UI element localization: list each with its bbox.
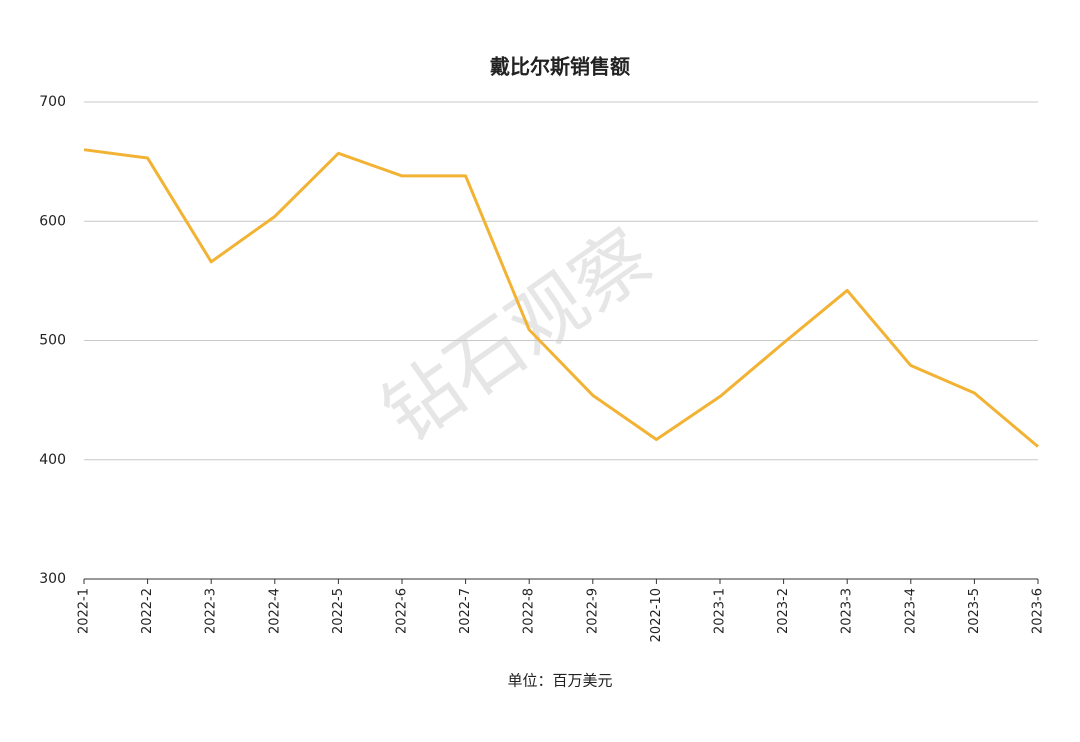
x-tick-label: 2022-9	[585, 588, 600, 634]
y-tick-label: 600	[39, 213, 66, 229]
x-tick-label: 2022-6	[395, 588, 410, 634]
x-tick-label: 2022-7	[458, 588, 473, 634]
y-tick-label: 300	[39, 571, 66, 587]
y-tick-label: 500	[39, 333, 66, 349]
x-tick-label: 2022-10	[649, 588, 664, 642]
x-tick-label: 2023-2	[776, 588, 791, 634]
x-tick-label: 2022-1	[77, 588, 92, 634]
x-tick-label: 2022-8	[522, 588, 537, 634]
x-axis-label: 单位：百万美元	[507, 672, 612, 690]
line-series	[83, 148, 1039, 448]
x-tick-label: 2023-5	[967, 588, 982, 634]
y-tick-label: 400	[39, 452, 66, 468]
x-tick-label: 2022-2	[140, 588, 155, 634]
y-tick-label: 700	[39, 94, 66, 110]
watermark: 钻石观察	[367, 212, 667, 459]
x-tick-label: 2023-3	[840, 588, 855, 634]
x-tick-label: 2022-4	[267, 588, 282, 634]
x-tick-label: 2022-5	[331, 588, 346, 634]
x-tick-label: 2022-3	[204, 588, 219, 634]
x-tick-label: 2023-1	[713, 588, 728, 634]
x-tick-label: 2023-4	[903, 588, 918, 634]
chart-title: 戴比尔斯销售额	[490, 55, 630, 79]
x-tick-label: 2023-6	[1031, 588, 1046, 634]
